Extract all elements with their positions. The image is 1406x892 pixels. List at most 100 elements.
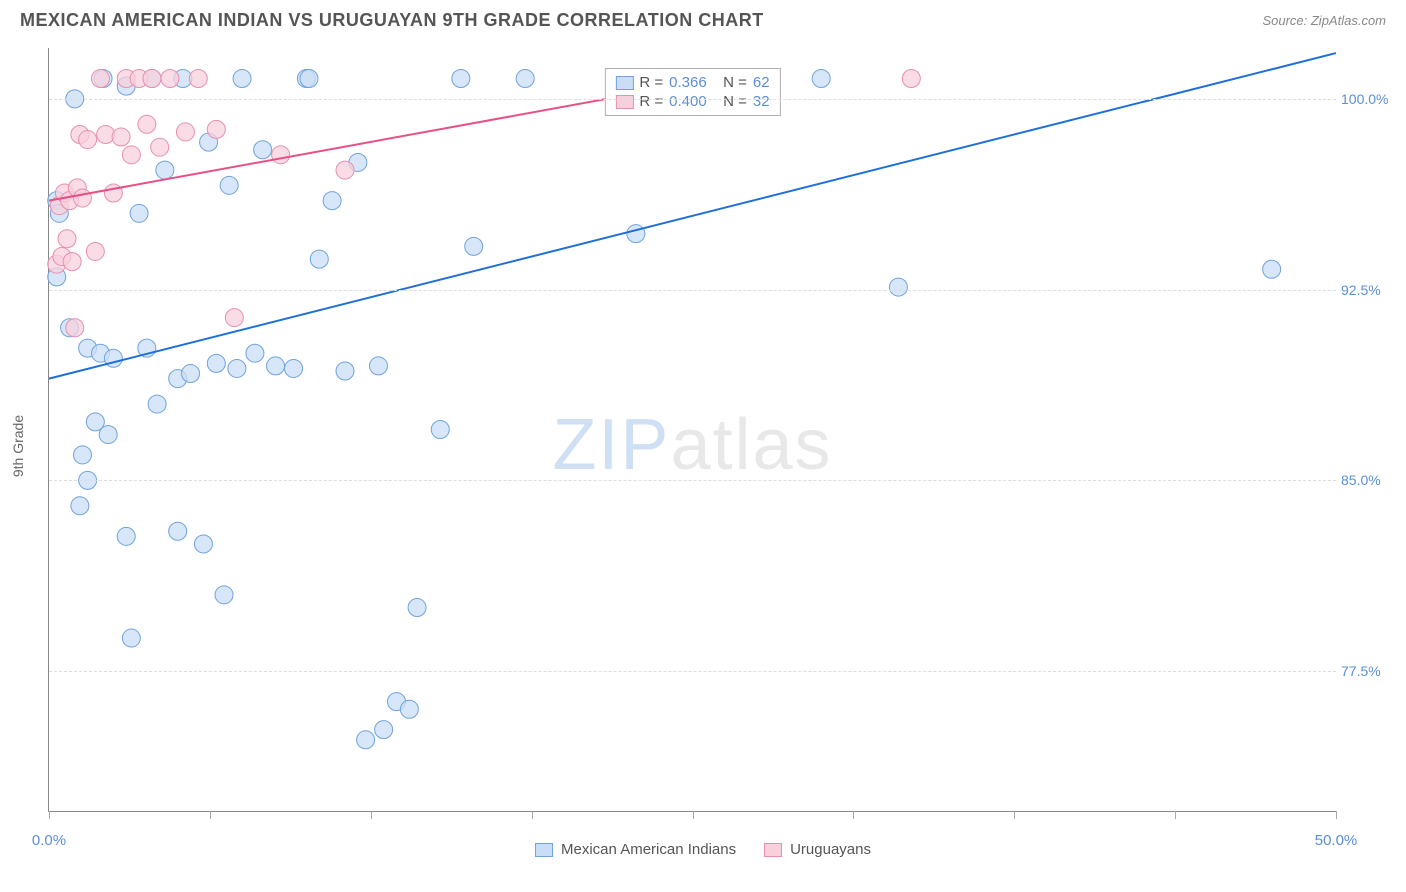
x-tick xyxy=(49,811,50,819)
scatter-point xyxy=(71,497,89,515)
chart-title: MEXICAN AMERICAN INDIAN VS URUGUAYAN 9TH… xyxy=(20,10,764,31)
scatter-point xyxy=(375,721,393,739)
legend-r-value: 0.366 xyxy=(669,74,717,91)
y-tick-label: 77.5% xyxy=(1341,663,1396,679)
legend-n-value: 62 xyxy=(753,74,770,91)
scatter-point xyxy=(1263,260,1281,278)
legend-r-label: R = xyxy=(639,93,663,110)
scatter-point xyxy=(138,115,156,133)
legend-swatch xyxy=(615,95,633,109)
scatter-point xyxy=(148,395,166,413)
x-tick xyxy=(532,811,533,819)
legend-swatch xyxy=(764,843,782,857)
scatter-point xyxy=(400,700,418,718)
scatter-point xyxy=(156,161,174,179)
y-tick-label: 85.0% xyxy=(1341,472,1396,488)
series-legend-item: Mexican American Indians xyxy=(535,841,736,858)
scatter-point xyxy=(357,731,375,749)
series-name: Mexican American Indians xyxy=(561,841,736,858)
scatter-point xyxy=(812,70,830,88)
legend-r-label: R = xyxy=(639,74,663,91)
scatter-point xyxy=(225,309,243,327)
scatter-point xyxy=(452,70,470,88)
scatter-point xyxy=(246,344,264,362)
gridline-h xyxy=(49,671,1336,672)
x-tick xyxy=(1014,811,1015,819)
scatter-point xyxy=(79,131,97,149)
scatter-point xyxy=(151,138,169,156)
scatter-point xyxy=(336,161,354,179)
series-legend-item: Uruguayans xyxy=(764,841,871,858)
series-name: Uruguayans xyxy=(790,841,871,858)
scatter-point xyxy=(310,250,328,268)
scatter-point xyxy=(285,359,303,377)
scatter-point xyxy=(66,319,84,337)
legend-r-value: 0.400 xyxy=(669,93,717,110)
scatter-point xyxy=(431,421,449,439)
chart-header: MEXICAN AMERICAN INDIAN VS URUGUAYAN 9TH… xyxy=(0,0,1406,37)
gridline-h xyxy=(49,480,1336,481)
scatter-point xyxy=(194,535,212,553)
source-label: Source: ZipAtlas.com xyxy=(1262,13,1386,28)
scatter-point xyxy=(228,359,246,377)
scatter-point xyxy=(889,278,907,296)
legend-row: R = 0.400 N = 32 xyxy=(615,92,769,111)
x-tick xyxy=(1336,811,1337,819)
scatter-point xyxy=(215,586,233,604)
scatter-point xyxy=(122,146,140,164)
scatter-point xyxy=(233,70,251,88)
scatter-point xyxy=(63,253,81,271)
chart-plot-area: ZIPatlas R =0.366N =62R =0.400N =32 77.5… xyxy=(48,48,1336,812)
scatter-point xyxy=(189,70,207,88)
scatter-point xyxy=(336,362,354,380)
y-tick-label: 92.5% xyxy=(1341,282,1396,298)
scatter-point xyxy=(272,146,290,164)
scatter-point xyxy=(323,192,341,210)
scatter-point xyxy=(169,522,187,540)
correlation-legend: R = 0.366 N = 62 R = 0.400 N = 32 xyxy=(604,68,780,116)
scatter-point xyxy=(220,176,238,194)
scatter-point xyxy=(161,70,179,88)
y-axis-title: 9th Grade xyxy=(10,415,26,477)
legend-row: R = 0.366 N = 62 xyxy=(615,73,769,92)
legend-swatch xyxy=(535,843,553,857)
legend-n-label: N = xyxy=(723,93,747,110)
scatter-point xyxy=(122,629,140,647)
scatter-point xyxy=(902,70,920,88)
scatter-point xyxy=(73,446,91,464)
scatter-point xyxy=(182,365,200,383)
scatter-point xyxy=(73,189,91,207)
scatter-point xyxy=(130,204,148,222)
x-tick-label: 50.0% xyxy=(1315,832,1358,849)
scatter-point xyxy=(117,527,135,545)
scatter-point xyxy=(207,120,225,138)
y-tick-label: 100.0% xyxy=(1341,91,1396,107)
gridline-h xyxy=(49,290,1336,291)
x-tick xyxy=(853,811,854,819)
scatter-point xyxy=(207,354,225,372)
x-tick xyxy=(210,811,211,819)
scatter-svg xyxy=(49,48,1336,811)
scatter-point xyxy=(254,141,272,159)
series-legend: Mexican American Indians Uruguayans xyxy=(535,841,871,858)
scatter-point xyxy=(112,128,130,146)
scatter-point xyxy=(104,184,122,202)
scatter-point xyxy=(465,237,483,255)
scatter-point xyxy=(91,70,109,88)
scatter-point xyxy=(627,225,645,243)
gridline-h xyxy=(49,99,1336,100)
scatter-point xyxy=(516,70,534,88)
scatter-point xyxy=(58,230,76,248)
legend-n-value: 32 xyxy=(753,93,770,110)
scatter-point xyxy=(86,242,104,260)
scatter-point xyxy=(99,426,117,444)
scatter-point xyxy=(408,599,426,617)
x-tick xyxy=(1175,811,1176,819)
x-tick-label: 0.0% xyxy=(32,832,66,849)
scatter-point xyxy=(300,70,318,88)
scatter-point xyxy=(267,357,285,375)
legend-n-label: N = xyxy=(723,74,747,91)
x-tick xyxy=(371,811,372,819)
legend-swatch xyxy=(615,76,633,90)
scatter-point xyxy=(176,123,194,141)
